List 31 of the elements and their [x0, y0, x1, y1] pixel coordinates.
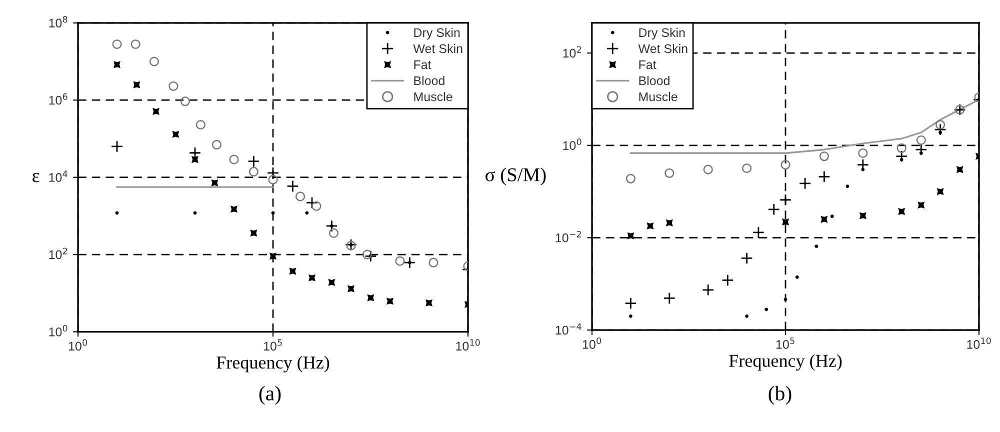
x-tick-label: 10$^{5}$ [264, 339, 282, 351]
x-tick-label: 10$^{0}$ [68, 339, 88, 351]
text: (a) [259, 386, 281, 405]
x-tick-label: 10$^{5}$ [776, 338, 794, 349]
legend-label: Fat [414, 60, 432, 70]
y-tick-label: 10$^{4}$ [49, 170, 68, 182]
y-axis-title: σ (S/M) [486, 168, 546, 186]
y-tick-label: 10$^{0}$ [49, 324, 68, 336]
legend-label: Muscle [639, 92, 678, 102]
y-tick-label: 10$^{−4}$ [556, 323, 582, 335]
legend-label: Wet Skin [413, 44, 462, 54]
y-axis-title: ε [32, 172, 40, 182]
y-tick-label: 10$^{0}$ [563, 138, 582, 150]
x-axis-title: Frequency (Hz) [216, 356, 330, 372]
legend-label: Blood [414, 76, 444, 86]
x-tick-label: 10$^{0}$ [582, 337, 602, 349]
legend-label: Fat [639, 60, 656, 70]
y-tick-label: 10$^{6}$ [49, 93, 68, 105]
legend-label: Wet Skin [638, 44, 688, 54]
x-axis-title: Frequency (Hz) [729, 354, 842, 371]
y-tick-label: 10$^{−2}$ [556, 230, 581, 242]
text: (b) [768, 386, 792, 405]
y-tick-label: 10$^{8}$ [49, 16, 68, 28]
y-tick-label: 10$^{2}$ [49, 248, 67, 260]
legend-label: Blood [639, 76, 670, 86]
y-tick-label: 10$^{2}$ [563, 46, 581, 58]
legend-label: Dry Skin [639, 28, 685, 40]
x-tick-label: 10$^{10}$ [456, 339, 480, 351]
legend-label: Dry Skin [414, 28, 460, 40]
x-tick-label: 10$^{10}$ [967, 337, 991, 349]
legend-label: Muscle [414, 92, 452, 102]
